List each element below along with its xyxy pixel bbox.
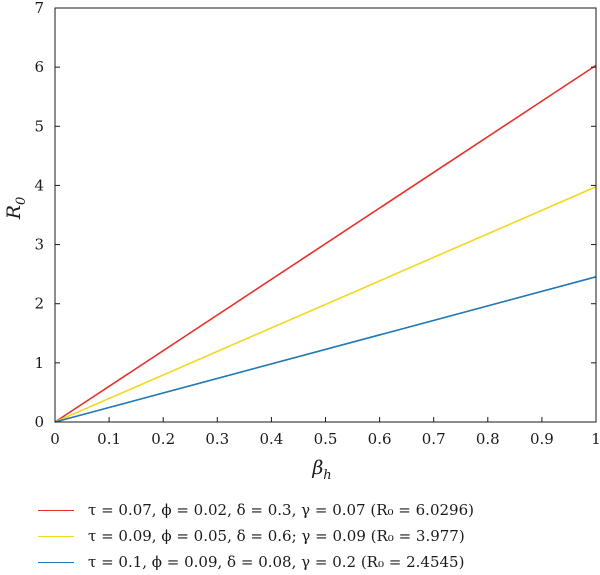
y-tick-label: 5 — [34, 117, 44, 135]
legend-label: τ = 0.07, ϕ = 0.02, δ = 0.3, γ = 0.07 (R… — [88, 501, 474, 519]
x-tick-label: 0.6 — [368, 430, 392, 448]
series-line-1 — [54, 64, 597, 423]
x-tick-label: 0.3 — [205, 430, 229, 448]
y-tick-label: 4 — [34, 176, 44, 194]
y-tick-label: 6 — [34, 58, 44, 76]
legend-swatch — [38, 561, 74, 563]
x-tick-label: 0.7 — [422, 430, 446, 448]
x-tick-label: 0.5 — [314, 430, 338, 448]
legend-label: τ = 0.09, ϕ = 0.05, δ = 0.6; γ = 0.09 (R… — [88, 527, 465, 545]
y-tick-label: 1 — [34, 354, 44, 372]
legend-item-2: τ = 0.09, ϕ = 0.05, δ = 0.6; γ = 0.09 (R… — [38, 523, 598, 549]
y-axis: 0 1 2 3 4 5 6 7 — [34, 0, 596, 431]
y-tick-label: 7 — [34, 0, 44, 17]
x-tick-label: 0.1 — [97, 430, 121, 448]
x-tick-label: 0.8 — [476, 430, 500, 448]
y-tick-label: 3 — [34, 236, 44, 254]
x-tick-label: 1 — [591, 430, 600, 448]
legend: τ = 0.07, ϕ = 0.02, δ = 0.3, γ = 0.07 (R… — [38, 497, 598, 575]
y-axis-label: R0 — [3, 197, 29, 221]
y-tick-label: 0 — [34, 413, 44, 431]
legend-item-3: τ = 0.1, ϕ = 0.09, δ = 0.08, γ = 0.2 (R₀… — [38, 549, 598, 575]
series-line-3 — [54, 276, 597, 423]
legend-swatch — [38, 509, 74, 511]
legend-item-1: τ = 0.07, ϕ = 0.02, δ = 0.3, γ = 0.07 (R… — [38, 497, 598, 523]
x-axis-label: βh — [311, 457, 331, 483]
legend-swatch — [38, 535, 74, 537]
x-tick-label: 0 — [50, 430, 60, 448]
legend-label: τ = 0.1, ϕ = 0.09, δ = 0.08, γ = 0.2 (R₀… — [88, 553, 465, 571]
x-tick-label: 0.4 — [259, 430, 283, 448]
series-layer — [54, 64, 597, 423]
x-tick-label: 0.2 — [151, 430, 175, 448]
x-tick-label: 0.9 — [530, 430, 554, 448]
plot-frame — [54, 7, 597, 423]
y-tick-label: 2 — [34, 295, 44, 313]
x-axis: 0 0.1 0.2 0.3 0.4 0.5 0.6 0.7 0.8 0.9 1 — [50, 417, 600, 448]
series-line-2 — [54, 186, 597, 423]
